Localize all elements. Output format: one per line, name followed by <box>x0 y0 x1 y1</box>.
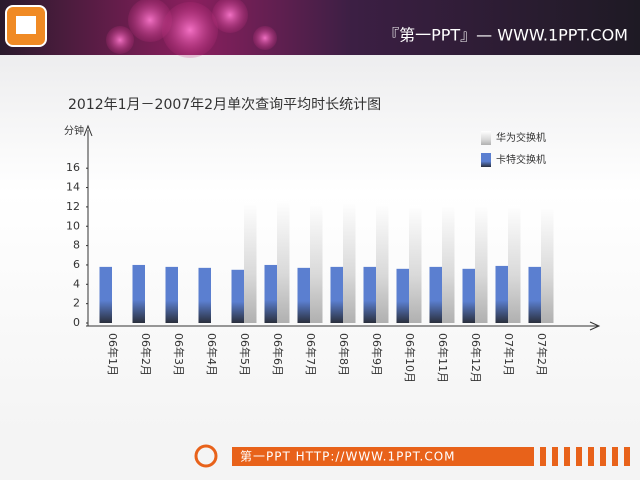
y-arrow <box>83 124 93 137</box>
x-tick-label: 06年8月 <box>337 333 351 376</box>
y-tick-label: 12 <box>66 200 80 213</box>
bar <box>198 267 211 323</box>
bar <box>277 200 290 323</box>
y-tick-label: 0 <box>73 316 80 329</box>
bar <box>528 266 541 323</box>
x-tick-label: 07年1月 <box>502 333 516 376</box>
bar <box>409 204 422 323</box>
footer: 第一PPT HTTP://WWW.1PPT.COM <box>0 432 640 480</box>
bar <box>330 266 343 323</box>
footer-text: 第一PPT HTTP://WWW.1PPT.COM <box>240 450 456 464</box>
x-tick-label: 06年9月 <box>370 333 384 376</box>
bar <box>442 203 455 323</box>
header-brand: 『第一PPT』— WWW.1PPT.COM <box>383 26 628 45</box>
x-arrow <box>589 321 601 331</box>
bar <box>343 201 356 323</box>
bar <box>264 264 277 323</box>
bar <box>396 268 409 323</box>
y-tick-label: 2 <box>73 297 80 310</box>
x-tick-label: 06年4月 <box>205 333 219 376</box>
footer-icon <box>194 444 218 468</box>
y-axis-label: 分钟 <box>64 124 84 137</box>
x-tick-label: 06年11月 <box>436 333 450 383</box>
x-tick-label: 06年6月 <box>271 333 285 376</box>
x-tick-label: 06年3月 <box>172 333 186 376</box>
bar <box>376 203 389 323</box>
y-tick-label: 10 <box>66 219 80 232</box>
bar <box>508 204 521 323</box>
bar <box>462 268 475 323</box>
bar <box>231 269 244 323</box>
footer-stripes <box>540 447 630 466</box>
bar <box>495 265 508 323</box>
y-tick-label: 14 <box>66 181 80 194</box>
x-tick-label: 06年2月 <box>139 333 153 376</box>
bar <box>363 266 376 323</box>
header-band <box>0 0 640 55</box>
bokeh <box>162 2 218 58</box>
x-tick-label: 06年10月 <box>403 333 417 383</box>
header: 『第一PPT』— WWW.1PPT.COM <box>0 0 640 58</box>
bokeh <box>106 26 134 54</box>
bokeh <box>128 0 172 42</box>
bar <box>310 203 323 323</box>
bokeh <box>212 0 248 33</box>
y-tick-label: 8 <box>73 239 80 252</box>
y-tick-label: 16 <box>66 161 80 174</box>
bar <box>297 267 310 323</box>
legend-swatch <box>481 153 491 167</box>
bar <box>165 266 178 323</box>
y-tick-label: 6 <box>73 258 80 271</box>
x-tick-label: 06年12月 <box>469 333 483 383</box>
bar <box>429 266 442 323</box>
legend-swatch <box>481 131 491 145</box>
x-tick-label: 06年1月 <box>106 333 120 376</box>
x-tick-label: 07年2月 <box>535 333 549 376</box>
legend-label: 卡特交换机 <box>496 153 546 166</box>
y-tick-label: 4 <box>73 277 80 290</box>
bar <box>541 205 554 323</box>
bar <box>244 202 257 323</box>
x-tick-label: 06年5月 <box>238 333 252 376</box>
chart-title: 2012年1月－2007年2月单次查询平均时长统计图 <box>68 97 381 113</box>
bokeh <box>253 26 277 50</box>
logo-glyph <box>16 16 36 34</box>
x-tick-label: 06年7月 <box>304 333 318 376</box>
bar <box>475 203 488 323</box>
legend-label: 华为交换机 <box>496 131 546 144</box>
bar <box>132 264 145 323</box>
bar <box>99 266 112 323</box>
footer-bar <box>232 447 534 466</box>
